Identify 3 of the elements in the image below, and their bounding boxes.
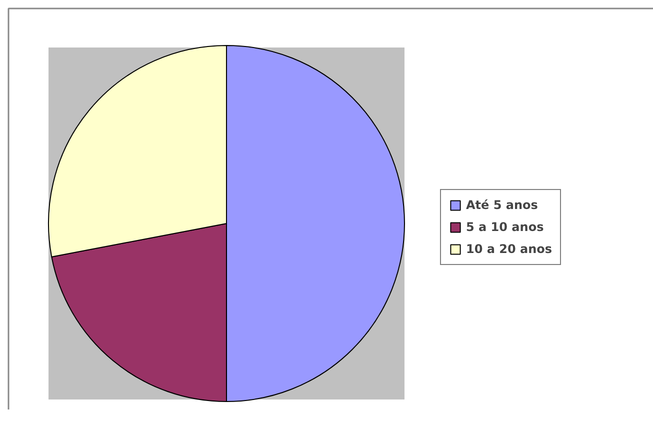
legend-label: 5 a 10 anos bbox=[466, 220, 544, 234]
legend-label: 10 a 20 anos bbox=[466, 242, 552, 256]
legend-label: Até 5 anos bbox=[466, 198, 538, 212]
